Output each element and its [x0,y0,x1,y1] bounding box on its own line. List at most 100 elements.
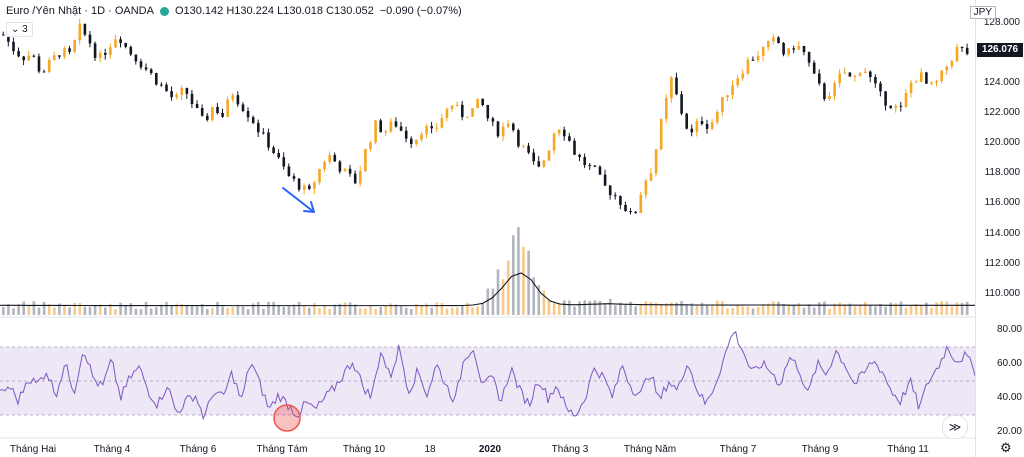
volume-bar [165,302,168,315]
market-status-icon [159,6,169,16]
candle-body [940,70,943,82]
scroll-to-realtime-button[interactable]: ≫ [942,415,968,439]
volume-bar [37,307,41,315]
rsi-tick-label: 80.00 [996,324,1022,335]
volume-bar [2,306,5,315]
indicators-collapse-button[interactable]: ⌄ 3 [6,22,33,37]
volume-bar [257,301,260,315]
candle-body [853,75,857,77]
time-tick-label: Tháng 7 [719,444,757,455]
volume-bar [134,308,138,315]
candle-body [741,73,745,79]
price-axis[interactable]: 128.000126.000124.000122.000120.000118.0… [975,0,1024,457]
candle-body [364,148,367,171]
ohlc-values: O130.142 H130.224 L130.018 C130.052 [174,5,374,17]
gear-icon[interactable]: ⚙ [1000,440,1012,455]
volume-bar [603,303,607,315]
candle-body [292,176,296,179]
candle-body [190,93,194,104]
candle-body [53,55,56,60]
volume-bar [644,301,648,315]
candle-body [685,113,688,129]
time-tick-label: Tháng Năm [623,444,677,455]
volume-bar [226,308,229,315]
candle-body [843,72,847,74]
candle-body [180,88,184,95]
candle-body [466,116,469,118]
volume-bar [445,308,449,315]
candle-body [246,111,250,118]
candle-body [950,61,954,67]
candle-body [557,129,561,134]
volume-bar [53,307,56,315]
candle-body [262,132,265,134]
candle-body [736,78,739,86]
candle-body [542,160,546,167]
candle-body [889,105,892,109]
volume-bar [925,302,928,315]
volume-bar [501,279,505,315]
candle-body [639,194,643,214]
candle-body [802,45,806,53]
candle-body [231,95,235,100]
candle-body [899,105,903,107]
candle-body [216,106,219,113]
volume-bar [955,302,959,315]
candle-body [12,41,15,52]
volume-bar [522,246,525,315]
volume-bar [323,304,326,315]
volume-bar [27,305,31,315]
volume-bar [455,307,459,315]
candle-body [98,52,102,58]
price-tick-label: 116.000 [984,197,1020,209]
volume-bar [639,305,643,315]
candle-body [608,185,612,196]
time-tick-label: 2020 [478,444,502,455]
candle-body [807,52,811,63]
volume-bar [807,304,811,315]
volume-ma-line [0,272,975,307]
volume-bar [435,302,439,315]
symbol-title[interactable]: Euro /Yên Nhật · 1D · OANDA [6,5,154,17]
volume-bar [155,307,158,315]
candle-body [665,98,668,120]
currency-selector[interactable]: JPY [969,6,996,19]
volume-bar [537,285,541,315]
volume-bar [88,306,92,315]
volume-bar [297,301,301,315]
volume-bar [634,306,637,315]
volume-bar [578,301,581,315]
candle-body [552,133,556,151]
candle-body [491,118,495,122]
volume-bar [272,301,275,315]
candle-body [496,121,500,137]
candle-body [318,168,321,183]
candle-body [568,136,571,141]
candle-body [410,138,413,144]
volume-bar [292,304,296,315]
price-tick-label: 110.000 [984,287,1020,299]
volume-bar [700,302,704,315]
volume-bar [685,305,688,315]
time-tick-label: Tháng 4 [93,444,131,455]
candle-body [746,59,750,74]
candle-body [955,46,959,62]
volume-bar [869,305,872,315]
volume-bar [812,307,816,315]
candle-body [445,109,449,119]
volume-bar [772,301,775,315]
candle-body [700,121,704,124]
volume-bar [624,304,627,315]
volume-bar [486,288,490,315]
candle-body [83,23,87,35]
volume-bar [236,304,240,315]
volume-bar [160,304,163,315]
candle-body [705,123,709,129]
candle-body [206,115,209,120]
volume-bar [563,300,566,315]
volume-bar [313,302,316,315]
candle-body [236,95,240,105]
price-tick-label: 118.000 [984,167,1020,179]
last-price-tag: 126.076 [977,43,1023,57]
